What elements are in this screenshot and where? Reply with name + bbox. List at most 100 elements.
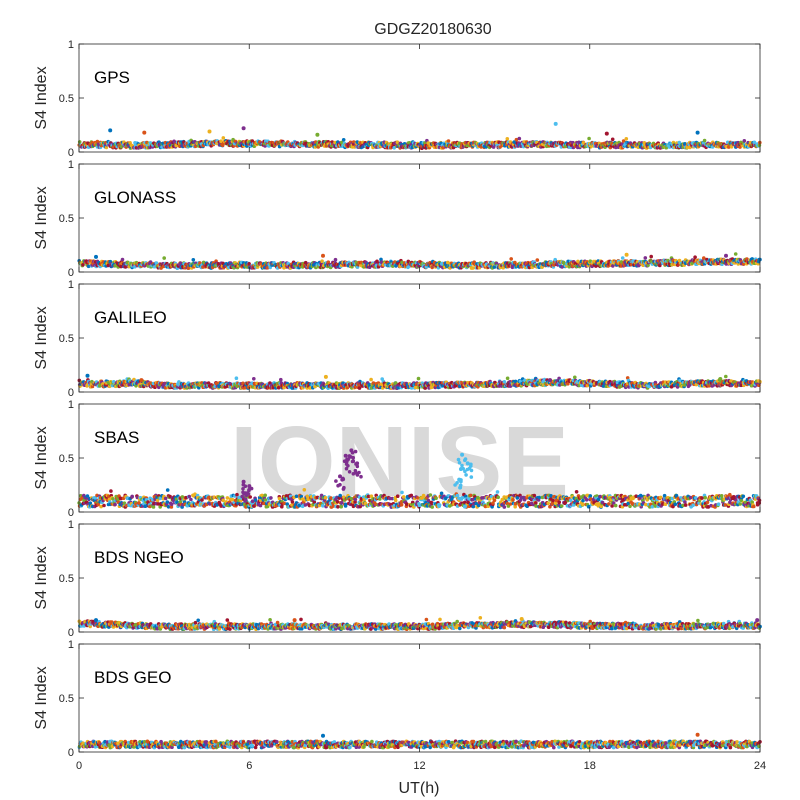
axes-background <box>79 164 760 272</box>
data-point <box>130 494 134 499</box>
data-point <box>191 258 196 262</box>
y-tick-label: 0 <box>68 267 74 279</box>
data-point <box>702 138 707 143</box>
axes-background <box>79 284 760 392</box>
data-point <box>221 136 226 140</box>
data-point-spike <box>241 126 246 131</box>
data-point <box>279 377 283 382</box>
axes-background <box>79 44 760 152</box>
data-point-spike <box>624 252 629 257</box>
data-point <box>502 380 507 384</box>
data-point-spike <box>695 130 700 135</box>
data-point <box>610 137 615 142</box>
data-point <box>587 136 591 141</box>
panel-galileo: 0 0.5 1 GALILEO S4 Index <box>33 279 762 399</box>
data-point-spike <box>315 132 320 137</box>
data-point <box>393 498 398 503</box>
y-tick-label: 0.5 <box>59 213 74 225</box>
data-point <box>446 139 451 143</box>
data-point <box>269 496 273 500</box>
data-point <box>369 377 373 382</box>
y-tick-label: 0.5 <box>59 333 74 345</box>
data-point <box>404 502 409 506</box>
y-axis-label: S4 Index <box>33 66 50 129</box>
data-point <box>343 504 348 508</box>
data-point-spike <box>94 254 98 259</box>
data-point <box>302 488 307 492</box>
data-point <box>109 489 113 493</box>
data-point <box>81 263 85 267</box>
data-point <box>353 497 358 502</box>
data-point <box>339 504 344 509</box>
data-point <box>221 498 225 503</box>
data-point <box>400 490 404 495</box>
data-point <box>151 505 156 509</box>
data-point <box>401 495 406 499</box>
data-point <box>247 262 251 266</box>
data-point <box>323 495 328 500</box>
data-point <box>95 139 100 144</box>
data-point-spike <box>85 373 90 378</box>
data-point <box>336 505 340 509</box>
data-point <box>341 138 346 142</box>
data-point <box>702 256 706 260</box>
panel-label: GPS <box>94 68 130 87</box>
y-axis-label: S4 Index <box>33 306 50 369</box>
y-tick-label: 0 <box>68 387 74 399</box>
y-axis-label: S4 Index <box>33 186 50 249</box>
data-point-spike <box>207 129 212 134</box>
data-point <box>505 137 510 141</box>
data-point <box>225 496 230 500</box>
data-point <box>186 266 191 271</box>
data-point-spike <box>724 253 728 258</box>
data-point <box>163 496 168 501</box>
panel-label: GLONASS <box>94 188 176 207</box>
data-point <box>120 257 125 262</box>
panels: 0 0.5 1 GPS S4 Index 0 0.5 1 GLONASS S4 Index 0 0.5… <box>33 39 766 772</box>
data-point <box>416 376 421 381</box>
y-tick-label: 0 <box>68 147 74 159</box>
data-point-spike <box>108 128 113 133</box>
data-point-spike <box>604 131 609 136</box>
data-point <box>189 497 193 502</box>
data-point <box>693 255 697 259</box>
data-point <box>119 145 124 149</box>
data-point <box>509 257 513 261</box>
data-point <box>263 493 268 498</box>
data-point <box>395 494 400 499</box>
data-point-spike <box>321 253 325 258</box>
data-point <box>277 496 282 501</box>
data-point <box>113 502 117 507</box>
data-point-spike <box>323 374 328 379</box>
data-point <box>505 376 510 381</box>
data-point <box>573 375 577 380</box>
figure-title: GDGZ20180630 <box>374 21 492 38</box>
panel-gps: 0 0.5 1 GPS S4 Index <box>33 39 762 159</box>
data-point <box>643 256 648 260</box>
data-point <box>104 145 109 150</box>
y-tick-label: 0.5 <box>59 93 74 105</box>
data-point <box>333 257 338 262</box>
panel-label: GALILEO <box>94 308 167 327</box>
y-tick-label: 1 <box>68 159 74 171</box>
y-tick-label: 1 <box>68 279 74 291</box>
data-point <box>535 258 540 262</box>
data-point <box>290 500 295 504</box>
data-point-spike <box>553 121 558 126</box>
data-point <box>102 503 106 508</box>
data-point <box>742 139 747 143</box>
data-point <box>297 503 302 508</box>
data-point-spike <box>548 378 552 383</box>
y-tick-label: 1 <box>68 39 74 51</box>
data-point <box>248 495 252 499</box>
data-point <box>733 252 738 256</box>
data-point <box>624 137 629 141</box>
data-point <box>77 140 82 144</box>
data-point <box>234 376 239 381</box>
data-point-spike <box>142 130 147 135</box>
data-point <box>724 374 728 379</box>
data-point <box>649 254 653 259</box>
data-point <box>165 500 170 504</box>
data-point <box>517 136 522 141</box>
